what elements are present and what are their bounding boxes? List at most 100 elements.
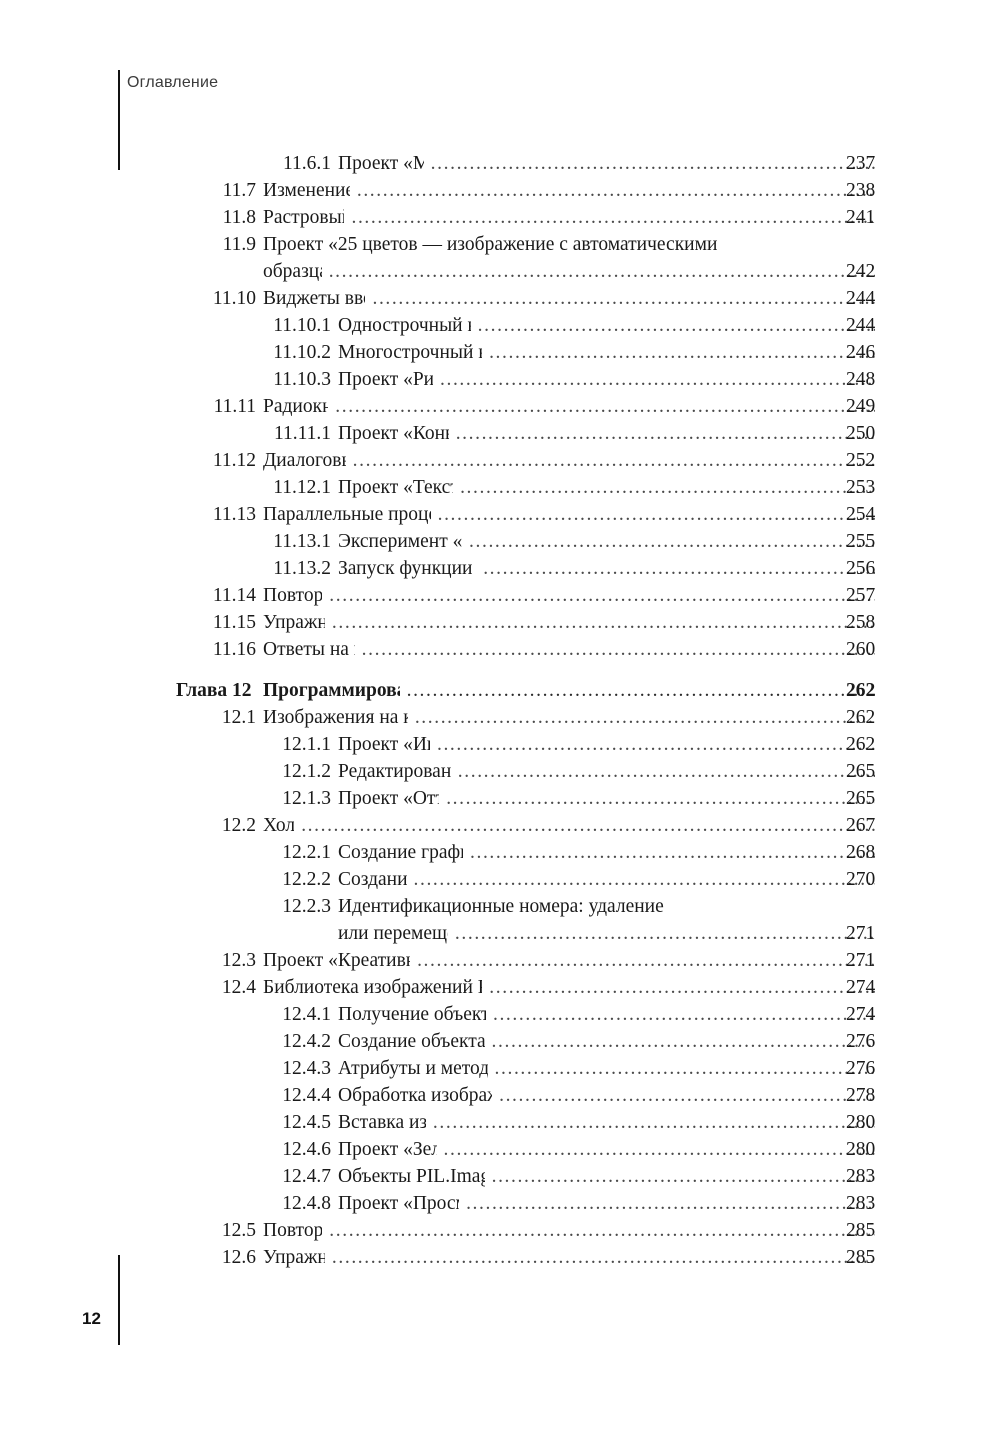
toc-entry-title: Многострочный ввод: текстовый виджет [338, 342, 482, 363]
toc-entry-body: Объекты PIL.Image в приложениях tkinter [338, 1163, 880, 1190]
toc-dot-leader [417, 947, 875, 974]
toc-entry-title: Проект «Просмотр веб-камеры» [338, 1193, 459, 1214]
toc-entry-title: Ответы на вопросы [263, 639, 355, 660]
toc-entry[interactable]: 12.1.3 Проект «Оттенки серого» 265 [0, 785, 986, 812]
toc-dot-leader [414, 866, 876, 893]
toc-entry[interactable]: 12.2 Холст 267 [0, 812, 986, 839]
toc-dot-leader [329, 582, 875, 609]
toc-entry-body: Проект «25 цветов — изображение с автома… [263, 231, 880, 258]
toc-entry-title: Создание линий [338, 869, 407, 890]
toc-entry[interactable]: 11.12 Диалоговые окна 252 [0, 447, 986, 474]
toc-entry[interactable]: 11.12.1 Проект «Текстовый редактор» 253 [0, 474, 986, 501]
toc-entry-body: Повторение [263, 582, 880, 609]
toc-entry[interactable]: 12.1.1 Проект «Игра в кости» 262 [0, 731, 986, 758]
toc-entry[interactable]: 12.1 Изображения на кнопках и метках 262 [0, 704, 986, 731]
toc-entry[interactable]: 11.11.1 Проект «Конвертер валюты» 250 [0, 420, 986, 447]
toc-entry-page-number: 249 [846, 396, 876, 417]
toc-entry-number: 11.14 [212, 585, 256, 606]
toc-entry-number: 12.1.3 [282, 788, 331, 809]
toc-entry-page-number: 252 [846, 450, 876, 471]
toc-entry-body: Радиокнопки [263, 393, 880, 420]
toc-entry-number: 12.1 [221, 707, 256, 728]
toc-entry[interactable]: 11.10.3 Проект «Рифмы с Гете» 248 [0, 366, 986, 393]
toc-dot-leader [492, 1028, 875, 1055]
toc-entry[interactable]: 12.6 Упражнения 285 [0, 1244, 986, 1271]
toc-entry[interactable]: 12.3 Проект «Креативное кодирование» 271 [0, 947, 986, 974]
toc-entry-body: Изменение макета [263, 177, 880, 204]
toc-entry[interactable]: 12.1.2 Редактирование изображения 265 [0, 758, 986, 785]
toc-entry-title: Растровый макет [263, 207, 345, 228]
toc-entry[interactable]: 11.9 Проект «25 цветов — изображение с ав… [0, 231, 986, 258]
toc-entry[interactable]: 11.16 Ответы на вопросы 260 [0, 636, 986, 663]
toc-entry-number: 12.5 [221, 1220, 256, 1241]
toc-entry[interactable]: 11.13 Параллельные процессы: потоки (thre… [0, 501, 986, 528]
toc-entry-body: Многострочный ввод: текстовый виджет [338, 339, 880, 366]
toc-entry-title: Параллельные процессы: потоки (threads) [263, 504, 431, 525]
toc-entry[interactable]: 11.10.1 Однострочный ввод: виджет «Ввод» 2… [0, 312, 986, 339]
toc-entry-page-number: 274 [846, 977, 876, 998]
toc-entry-title: Однострочный ввод: виджет «Ввод» [338, 315, 471, 336]
toc-entry-title: Проект «Зеленый экран» [338, 1139, 437, 1160]
toc-entry-page-number: 278 [846, 1085, 876, 1106]
toc-entry-page-number: 271 [846, 923, 876, 944]
toc-entry-page-number: 285 [846, 1247, 876, 1268]
toc-entry-number: 12.4.7 [282, 1166, 331, 1187]
toc-entry[interactable]: 11.10.2 Многострочный ввод: текстовый вид… [0, 339, 986, 366]
toc-entry-number: 11.7 [222, 180, 256, 201]
toc-entry-page-number: 253 [846, 477, 876, 498]
toc-entry-body: образцами» [263, 258, 880, 285]
toc-entry-number: 11.12 [212, 450, 256, 471]
toc-entry-page-number: 285 [846, 1220, 876, 1241]
toc-dot-leader [495, 1055, 875, 1082]
toc-entry[interactable]: 12.4 Библиотека изображений Python (PIL, … [0, 974, 986, 1001]
toc-entry[interactable]: 12.4.2 Создание объекта изображения без ф… [0, 1028, 986, 1055]
toc-entry[interactable]: Глава 12 Программирование графиков 262 [0, 677, 986, 704]
toc-entry[interactable]: 11.6.1 Проект «Мотиватор» 237 [0, 150, 986, 177]
toc-entry[interactable]: 11.8 Растровый макет 241 [0, 204, 986, 231]
toc-entry[interactable]: 12.4.1 Получение объекта изображения из ф… [0, 1001, 986, 1028]
toc-entry-page-number: 256 [846, 558, 876, 579]
toc-entry[interactable]: 12.2.3 Идентификационные номера: удаление [0, 893, 986, 920]
toc-entry-title: Идентификационные номера: удаление [338, 896, 664, 917]
toc-dot-leader [499, 1082, 875, 1109]
toc-entry-body: Библиотека изображений Python (PIL, Pyth… [263, 974, 880, 1001]
toc-entry[interactable]: 12.2.2 Создание линий 270 [0, 866, 986, 893]
toc-dot-leader [469, 528, 875, 555]
toc-entry-number: 11.13 [212, 504, 256, 525]
toc-entry[interactable]: 11.7 Изменение макета 238 [0, 177, 986, 204]
toc-entry-number: 12.4.3 [282, 1058, 331, 1079]
toc-entry[interactable]: 12.4.8 Проект «Просмотр веб-камеры» 283 [0, 1190, 986, 1217]
toc-entry[interactable]: 11.11 Радиокнопки 249 [0, 393, 986, 420]
toc-entry-body: Обработка изображений с помощью списков [338, 1082, 880, 1109]
toc-entry[interactable]: 11.10 Виджеты ввода текста 244 [0, 285, 986, 312]
toc-entry[interactable]: 11.13.1 Эксперимент «Обратный отсчет» 255 [0, 528, 986, 555]
toc-entry[interactable]: 12.5 Повторение 285 [0, 1217, 986, 1244]
toc-entry-page-number: 262 [846, 707, 876, 728]
toc-entry[interactable]: 11.13.2 Запуск функции в собственном пото… [0, 555, 986, 582]
toc-entry-title: Создание объекта изображения без файла [338, 1031, 485, 1052]
toc-entry[interactable]: образцами» 242 [0, 258, 986, 285]
toc-entry[interactable]: 11.14 Повторение 257 [0, 582, 986, 609]
toc-entry-number: 11.11 [213, 396, 256, 417]
toc-entry[interactable]: 12.2.1 Создание графических элементов 268 [0, 839, 986, 866]
toc-entry[interactable]: 12.4.4 Обработка изображений с помощью сп… [0, 1082, 986, 1109]
toc-entry-title: Запуск функции в собственном потоке [338, 558, 476, 579]
toc-entry-body: Параллельные процессы: потоки (threads) [263, 501, 880, 528]
toc-entry-number: 11.10.1 [273, 315, 331, 336]
toc-entry-body: Программирование графиков [263, 677, 880, 704]
toc-entry-title: Проект «Текстовый редактор» [338, 477, 453, 498]
toc-entry[interactable]: 12.4.3 Атрибуты и методы объектов изображ… [0, 1055, 986, 1082]
toc-entry[interactable]: 11.15 Упражнения 258 [0, 609, 986, 636]
toc-entry-number: 12.2.1 [282, 842, 331, 863]
toc-dot-leader [332, 609, 875, 636]
toc-entry[interactable]: 12.4.6 Проект «Зеленый экран» 280 [0, 1136, 986, 1163]
toc-dot-leader [493, 1001, 875, 1028]
toc-entry[interactable]: 12.4.7 Объекты PIL.Image в приложениях tk… [0, 1163, 986, 1190]
toc-dot-leader [466, 1190, 875, 1217]
toc-entry-body: Запуск функции в собственном потоке [338, 555, 880, 582]
toc-entry[interactable]: 12.4.5 Вставка изображений 280 [0, 1109, 986, 1136]
toc-entry[interactable]: или перемещение элементов 271 [0, 920, 986, 947]
toc-entry-title: Получение объекта изображения из файла [338, 1004, 486, 1025]
running-head: Оглавление [127, 74, 219, 91]
toc-entry-page-number: 276 [846, 1058, 876, 1079]
